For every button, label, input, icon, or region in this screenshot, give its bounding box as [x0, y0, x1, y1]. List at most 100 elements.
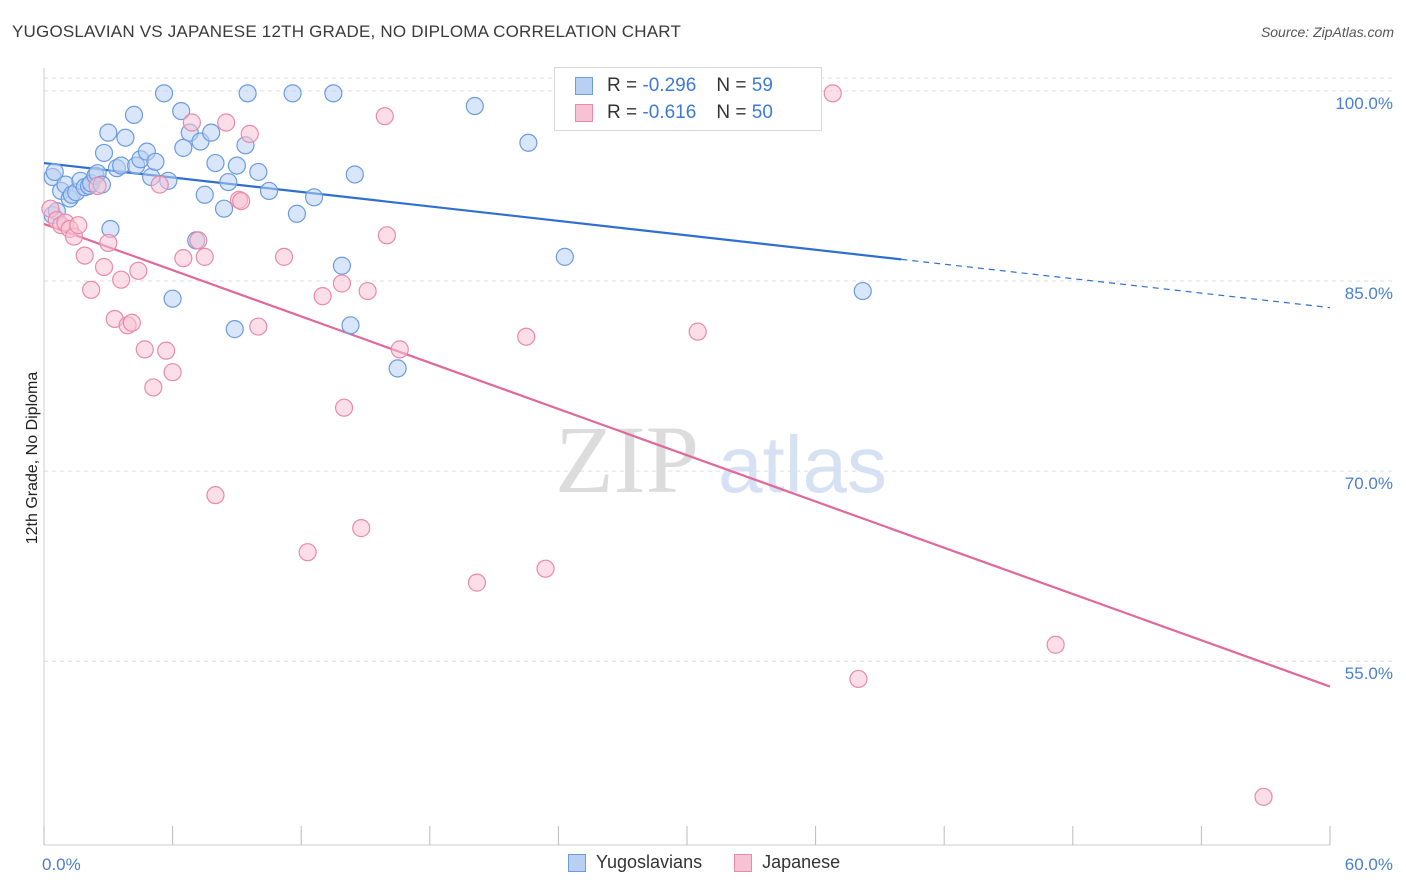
yugoslavians-point-34	[195, 185, 214, 204]
japanese-point-23	[182, 113, 201, 132]
japanese-point-41	[390, 340, 409, 359]
x-axis-ticks	[43, 826, 1331, 845]
yugoslavians-point-20	[124, 105, 144, 124]
yugoslavians-point-52	[388, 359, 407, 378]
yugoslavians-point-37	[214, 199, 234, 218]
japanese-point-36	[334, 398, 354, 417]
series-legend-swatch-blue	[568, 853, 586, 872]
yugoslavians-point-45	[283, 84, 302, 103]
yugoslavians-point-15	[99, 123, 118, 142]
japanese-point-8	[82, 280, 101, 299]
yugoslavians-point-30	[174, 138, 193, 157]
japanese-point-17	[135, 340, 154, 359]
yugoslavians-point-47	[304, 188, 324, 207]
japanese-point-40	[377, 226, 397, 245]
legend-r-value-2: -0.616	[642, 102, 697, 123]
yugoslavians-point-38	[219, 172, 238, 192]
legend-r-value-1: -0.296	[642, 75, 697, 96]
yugoslavians-point-28	[163, 289, 182, 308]
japanese-point-29	[232, 191, 251, 211]
legend-n-value-1: 59	[751, 75, 773, 96]
yugoslavians-point-55	[555, 247, 574, 266]
japanese-point-10	[94, 257, 114, 277]
trend-lines	[43, 161, 1331, 688]
yugoslavians-point-25	[146, 152, 165, 171]
yugoslavians-point-54	[519, 133, 538, 152]
watermark-zip: ZIP	[555, 406, 699, 513]
japanese-point-33	[298, 543, 317, 562]
trend-line-yugoslavians	[43, 161, 902, 261]
japanese-point-7	[75, 246, 94, 265]
yugoslavians-point-46	[287, 204, 307, 223]
japanese-point-13	[112, 270, 131, 289]
legend-swatch-pink	[575, 104, 593, 122]
legend-row-japanese: R = -0.616 N = 50	[575, 101, 773, 125]
yugoslavians-point-29	[172, 101, 191, 121]
japanese-point-19	[150, 175, 169, 194]
legend-n-value-2: 50	[751, 102, 773, 123]
yugoslavians-point-26	[154, 84, 174, 103]
stats-legend: R = -0.296 N = 59 R = -0.616 N = 50	[554, 67, 822, 131]
yugoslavians-point-42	[238, 84, 257, 103]
yugoslavians-point-14	[94, 143, 114, 163]
japanese-point-49	[1254, 787, 1273, 806]
japanese-point-11	[99, 233, 118, 253]
yugoslavians-point-44	[259, 181, 279, 201]
yugoslavians-point-35	[202, 123, 221, 142]
japanese-point-48	[1046, 635, 1065, 654]
japanese-point-22	[174, 249, 193, 268]
japanese-point-20	[157, 341, 176, 360]
japanese-point-31	[249, 317, 268, 336]
y-axis-tick-labels: 100.0% 85.0% 70.0% 55.0%	[1335, 94, 1393, 683]
yugoslavians-point-1	[45, 162, 64, 182]
japanese-point-9	[88, 176, 107, 195]
japanese-point-18	[144, 378, 163, 397]
trend-line-japanese	[43, 222, 1331, 688]
japanese-point-21	[163, 363, 182, 382]
yugoslavians-point-56	[853, 281, 872, 301]
japanese-point-35	[332, 274, 352, 293]
legend-n-label-2: N =	[716, 102, 747, 123]
yugoslavians-point-51	[345, 165, 364, 184]
y-axis-label: 12th Grade, No Diploma	[24, 372, 41, 545]
japanese-point-38	[358, 281, 377, 301]
y-tick-label-1: 85.0%	[1345, 284, 1393, 303]
japanese-point-24	[189, 231, 208, 250]
yugoslavians-point-48	[324, 84, 343, 103]
japanese-point-44	[536, 559, 555, 578]
trend-line-yugoslavians-extension	[901, 258, 1331, 309]
japanese-point-45	[688, 322, 707, 341]
japanese-point-26	[206, 486, 225, 505]
series-legend-japanese: Japanese	[762, 852, 841, 872]
yugoslavians-point-49	[332, 256, 352, 275]
japanese-point-27	[217, 113, 236, 132]
series-legend-swatch-pink	[734, 853, 753, 872]
series-japanese-points	[41, 84, 1273, 806]
legend-swatch-blue	[575, 77, 593, 95]
japanese-point-47	[849, 669, 868, 689]
yugoslavians-point-39	[225, 320, 244, 339]
legend-r-label-1: R =	[607, 75, 638, 96]
y-tick-label-0: 100.0%	[1335, 94, 1393, 113]
x-tick-label-max: 60.0%	[1345, 855, 1393, 874]
japanese-point-6	[69, 216, 88, 235]
x-tick-label-min: 0.0%	[42, 855, 81, 874]
legend-r-label-2: R =	[607, 102, 638, 123]
chart-title: YUGOSLAVIAN VS JAPANESE 12TH GRADE, NO D…	[12, 22, 682, 41]
japanese-point-25	[195, 247, 214, 266]
legend-row-yugoslavians: R = -0.296 N = 59	[575, 74, 773, 98]
yugoslavians-point-19	[116, 128, 135, 147]
japanese-point-37	[352, 519, 371, 538]
yugoslavians-point-43	[249, 162, 268, 182]
japanese-point-42	[467, 573, 487, 592]
y-tick-label-3: 55.0%	[1345, 664, 1393, 683]
yugoslavians-point-36	[206, 153, 225, 173]
japanese-point-32	[274, 247, 294, 266]
japanese-point-46	[823, 84, 842, 103]
source-label: Source: ZipAtlas.com	[1260, 24, 1394, 40]
japanese-point-43	[517, 327, 536, 346]
series-legend-yugoslavians: Yugoslavians	[596, 852, 703, 872]
yugoslavians-point-40	[227, 156, 246, 175]
yugoslavians-point-50	[341, 316, 360, 335]
